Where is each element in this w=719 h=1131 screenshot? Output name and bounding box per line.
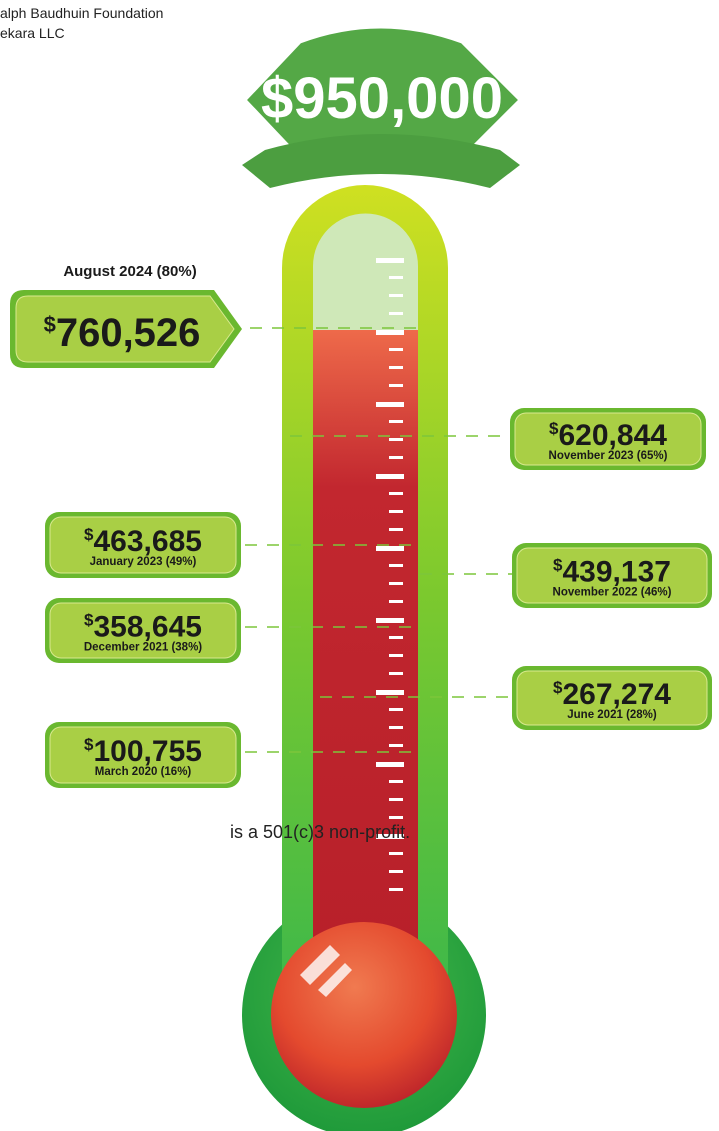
ticks xyxy=(376,258,404,891)
tick xyxy=(389,276,403,279)
goal-value: 950,000 xyxy=(293,66,503,131)
tick xyxy=(376,618,404,623)
tick xyxy=(389,870,403,873)
amount: 100,755 xyxy=(94,735,202,768)
tick xyxy=(376,690,404,695)
tick xyxy=(389,654,403,657)
milestone-amount: $267,274 xyxy=(553,678,671,711)
tick xyxy=(389,852,403,855)
header-line: ekara LLC xyxy=(0,25,65,41)
tick xyxy=(389,492,403,495)
currency: $ xyxy=(549,419,559,438)
currency: $ xyxy=(553,678,563,697)
milestone-amount: $620,844 xyxy=(549,419,667,452)
goal-amount: $950,000 xyxy=(261,66,503,131)
tube-fill xyxy=(313,330,418,960)
tick xyxy=(389,636,403,639)
milestone-label: January 2023 (49%) xyxy=(90,556,197,568)
tick xyxy=(376,258,404,263)
milestone-label: November 2023 (65%) xyxy=(549,450,668,462)
tick xyxy=(389,384,403,387)
milestone-box-inner xyxy=(516,670,708,726)
amount: 620,844 xyxy=(559,419,668,452)
milestone-box-inner xyxy=(49,602,237,659)
tick xyxy=(389,456,403,459)
milestone-amount: $100,755 xyxy=(84,735,202,768)
header-line: alph Baudhuin Foundation xyxy=(0,5,163,21)
tick xyxy=(376,330,404,335)
tick xyxy=(389,780,403,783)
tick xyxy=(389,528,403,531)
tick xyxy=(376,474,404,479)
tick xyxy=(389,348,403,351)
tick xyxy=(389,816,403,819)
bulb xyxy=(271,922,457,1108)
tick xyxy=(389,726,403,729)
goal-currency: $ xyxy=(261,66,293,131)
tick xyxy=(376,402,404,407)
currency: $ xyxy=(84,525,94,544)
tick xyxy=(389,312,403,315)
amount: 760,526 xyxy=(56,311,201,355)
amount: 267,274 xyxy=(563,678,672,711)
tick xyxy=(389,600,403,603)
goal-banner-arch xyxy=(242,134,520,188)
current-label: August 2024 (80%) xyxy=(63,263,196,280)
tick xyxy=(389,582,403,585)
milestone-box-inner xyxy=(516,547,708,604)
footer: is a 501(c)3 non-profit. xyxy=(230,822,410,842)
milestone-label: November 2022 (46%) xyxy=(553,587,672,599)
currency: $ xyxy=(44,312,56,337)
milestone-amount: $358,645 xyxy=(84,611,202,644)
tick xyxy=(389,744,403,747)
tick xyxy=(389,798,403,801)
tick xyxy=(376,546,404,551)
tick xyxy=(389,564,403,567)
tick xyxy=(389,888,403,891)
milestone-box-inner xyxy=(49,726,237,784)
tick xyxy=(389,420,403,423)
tick xyxy=(389,510,403,513)
currency: $ xyxy=(84,611,94,630)
milestone-amount: $463,685 xyxy=(84,525,202,558)
milestone-label: June 2021 (28%) xyxy=(567,709,657,721)
current-box-inner xyxy=(15,295,235,363)
milestone-amount: $439,137 xyxy=(553,556,671,589)
bulb-shine xyxy=(300,945,352,997)
milestone-box-inner xyxy=(49,516,237,574)
tick xyxy=(389,366,403,369)
amount: 463,685 xyxy=(94,525,202,558)
amount: 439,137 xyxy=(563,556,671,589)
current-amount: $760,526 xyxy=(44,311,201,355)
tick xyxy=(376,762,404,767)
currency: $ xyxy=(84,735,94,754)
tick xyxy=(389,438,403,441)
milestone-label: March 2020 (16%) xyxy=(95,766,192,778)
tick xyxy=(389,294,403,297)
tick xyxy=(376,834,404,839)
tick xyxy=(389,672,403,675)
currency: $ xyxy=(553,556,563,575)
milestone-box-inner xyxy=(514,412,702,466)
tick xyxy=(389,708,403,711)
milestones: August 2024 (80%)$760,526$620,844Novembe… xyxy=(10,263,712,788)
amount: 358,645 xyxy=(94,611,202,644)
milestone-label: December 2021 (38%) xyxy=(84,642,202,654)
